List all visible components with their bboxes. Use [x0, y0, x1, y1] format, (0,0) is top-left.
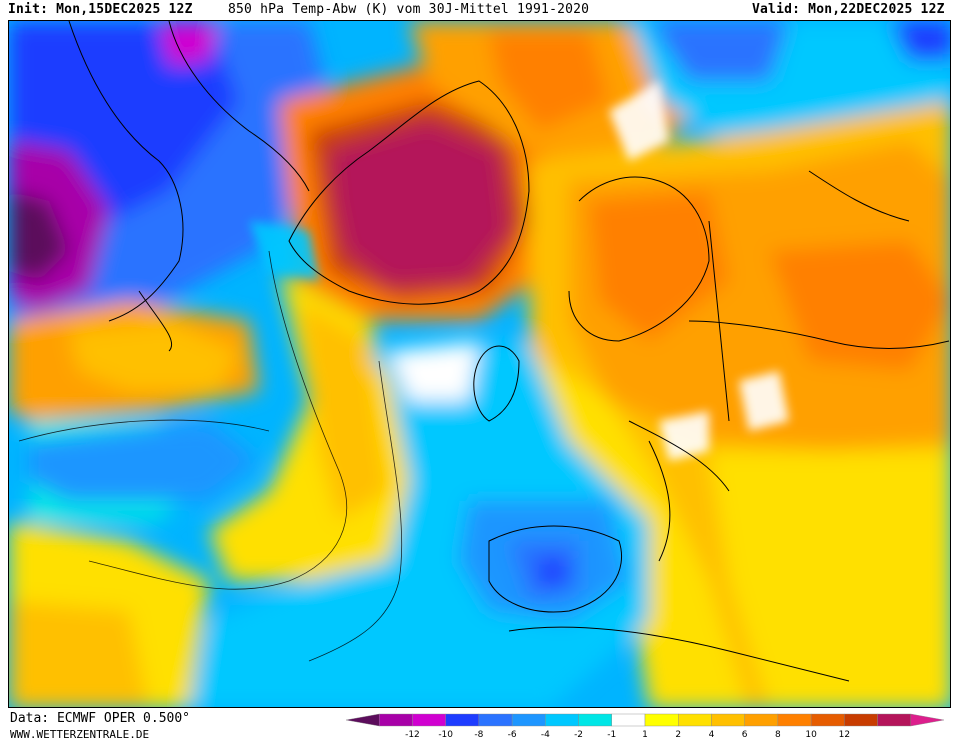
map-title: 850 hPa Temp-Abw (K) vom 30J-Mittel 1991…	[228, 2, 590, 17]
legend-tick-label: 6	[742, 730, 748, 740]
legend-swatch	[412, 713, 446, 727]
legend-swatch	[810, 713, 845, 727]
legend-swatch	[545, 713, 579, 727]
legend-tick-label: 2	[675, 730, 681, 740]
legend-swatch	[844, 713, 878, 727]
anomaly-detail	[249, 81, 789, 461]
legend-swatch	[877, 713, 911, 727]
legend-swatch	[478, 713, 513, 727]
valid-time-label: Valid: Mon,22DEC2025 12Z	[752, 2, 945, 17]
legend-tick-label: 10	[805, 730, 817, 740]
legend-tick-label: 8	[775, 730, 781, 740]
legend-swatch	[379, 713, 413, 727]
map-footer: Data: ECMWF OPER 0.500° WWW.WETTERZENTRA…	[0, 708, 959, 741]
legend-swatch	[678, 713, 712, 727]
legend-tick-label: 12	[839, 730, 850, 740]
init-time-label: Init: Mon,15DEC2025 12Z	[8, 2, 193, 17]
website-label: WWW.WETTERZENTRALE.DE	[10, 728, 150, 741]
legend-swatch	[644, 713, 679, 727]
legend-swatch	[345, 713, 380, 727]
color-legend: -12 -10 -8 -6 -4 -2 -1 1 2 4 6 8 10 12	[345, 713, 945, 740]
legend-swatch	[578, 713, 612, 727]
zero-contour	[18, 250, 403, 662]
legend-swatch	[511, 713, 546, 727]
map-canvas	[9, 21, 950, 707]
legend-tick-label: -4	[541, 730, 550, 740]
legend-tick-label: -6	[508, 730, 517, 740]
legend-swatch	[711, 713, 745, 727]
coastlines	[68, 21, 950, 682]
legend-tick-label: -10	[438, 730, 453, 740]
legend-swatch	[777, 713, 812, 727]
legend-swatch	[910, 713, 945, 727]
map-header: Init: Mon,15DEC2025 12Z 850 hPa Temp-Abw…	[0, 0, 959, 20]
legend-tick-label: 1	[642, 730, 648, 740]
legend-tick-label: 4	[709, 730, 715, 740]
legend-tick-label: -8	[474, 730, 483, 740]
legend-swatch	[611, 713, 646, 727]
data-source-label: Data: ECMWF OPER 0.500°	[10, 711, 191, 726]
legend-tick-label: -2	[574, 730, 583, 740]
legend-tick-label: -1	[607, 730, 616, 740]
legend-swatch	[744, 713, 779, 727]
legend-tick-label: -12	[405, 730, 420, 740]
anomaly-map	[8, 20, 951, 708]
legend-swatch	[445, 713, 480, 727]
anomaly-field	[9, 21, 950, 707]
